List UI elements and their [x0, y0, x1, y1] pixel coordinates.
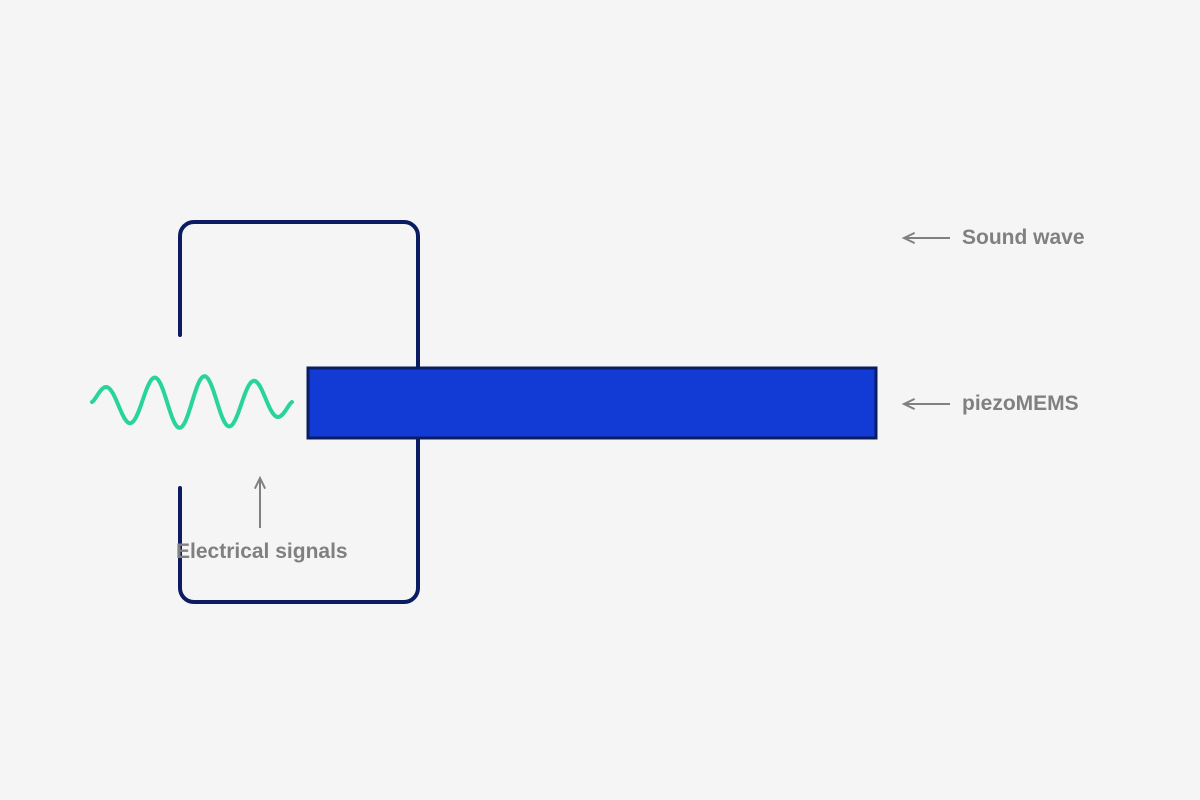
piezomems-bar	[308, 368, 876, 438]
electrical-signal-wave	[92, 376, 292, 428]
diagram-canvas: Sound wave piezoMEMS Electrical signals	[0, 0, 1200, 800]
label-electrical-signals: Electrical signals	[176, 540, 348, 564]
label-sound-wave: Sound wave	[962, 226, 1085, 250]
label-piezomems: piezoMEMS	[962, 392, 1079, 416]
